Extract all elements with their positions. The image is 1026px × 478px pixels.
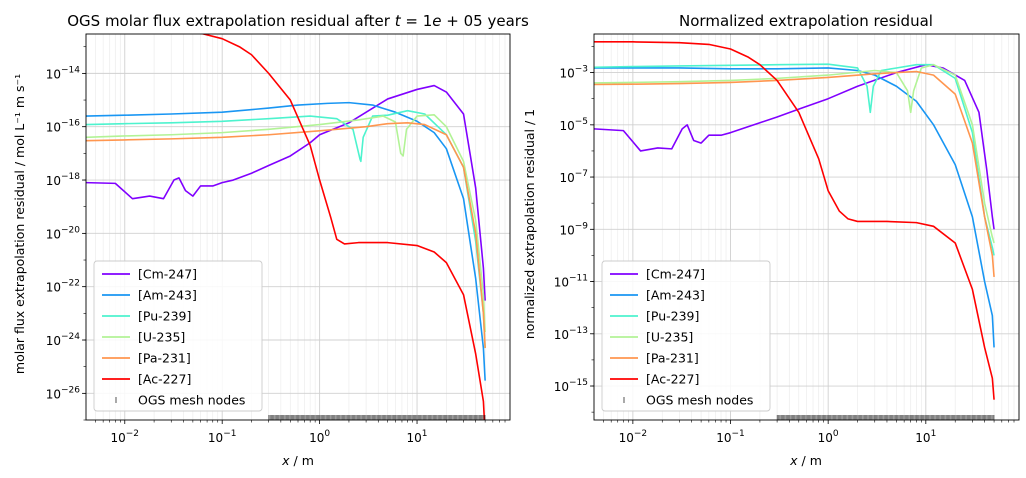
legend-label: OGS mesh nodes: [138, 393, 245, 408]
series-line-u-235: [594, 63, 995, 244]
y-tick-label: 10−15: [554, 378, 588, 394]
y-tick-label: 10−3: [559, 65, 588, 81]
legend-label: [U-235]: [646, 330, 693, 345]
legend-label: [Cm-247]: [138, 267, 197, 282]
y-tick-label: 10−22: [46, 279, 80, 295]
series-line-am-243: [594, 67, 995, 348]
legend-label: [Cm-247]: [646, 267, 705, 282]
series-line-pu-239: [594, 63, 995, 256]
legend-box: [93, 260, 263, 412]
legend-label: [Am-243]: [646, 288, 705, 303]
legend-box: [601, 260, 771, 412]
series-lines: [594, 41, 995, 400]
x-axis-label: x / m: [281, 453, 314, 468]
legend-label: [Pa-231]: [138, 351, 191, 366]
legend-label: [Ac-227]: [646, 372, 699, 387]
legend-label: [Pu-239]: [138, 309, 191, 324]
y-tick-label: 10−7: [559, 169, 588, 185]
legend-label: [Pu-239]: [646, 309, 699, 324]
legend-label: OGS mesh nodes: [646, 393, 753, 408]
series-line-pa-231: [594, 70, 995, 278]
y-tick-label: 10−13: [554, 326, 588, 342]
x-tick-label: 100: [309, 429, 330, 445]
series-line-u-235: [86, 113, 486, 333]
legend: [Cm-247] [Am-243] [Pu-239] [U-235] [Pa-231] […: [601, 260, 771, 412]
series-line-cm-247: [594, 63, 995, 230]
series-line-pa-231: [86, 122, 486, 349]
panel-normalized-residual: Normalized extrapolation residual x / m …: [522, 12, 1020, 468]
axes-frame: [85, 33, 511, 421]
series-line-ac-227: [199, 34, 486, 420]
mesh-node-markers: [776, 415, 995, 420]
y-tick-label: 10−9: [559, 221, 588, 237]
y-tick-label: 10−20: [46, 225, 81, 241]
series-line-cm-247: [86, 84, 486, 301]
x-axis-label: x / m: [789, 453, 822, 468]
x-tick-label: 10−2: [110, 429, 139, 445]
y-tick-label: 10−14: [46, 65, 81, 81]
mesh-node-markers: [268, 415, 486, 420]
x-tick-label: 100: [818, 429, 839, 445]
legend-label: [Pa-231]: [646, 351, 699, 366]
x-tick-label: 10−1: [716, 429, 745, 445]
legend-label: [Am-243]: [138, 288, 197, 303]
y-tick-label: 10−26: [46, 385, 81, 401]
legend-label: [U-235]: [138, 330, 185, 345]
y-axis-label: molar flux extrapolation residual / mol …: [12, 74, 27, 374]
y-axis-label: normalized extrapolation residual / 1: [522, 109, 537, 339]
panel-molar-flux: OGS molar flux extrapolation residual af…: [12, 12, 529, 468]
y-tick-label: 10−24: [46, 332, 81, 348]
legend-label: [Ac-227]: [138, 372, 191, 387]
legend: [Cm-247] [Am-243] [Pu-239] [U-235] [Pa-231] […: [93, 260, 263, 412]
x-tick-label: 10−2: [619, 429, 648, 445]
x-tick-label: 10−1: [208, 429, 237, 445]
series-lines: [86, 34, 486, 420]
series-line-am-243: [86, 101, 486, 381]
x-tick-label: 101: [407, 429, 428, 445]
y-tick-label: 10−18: [46, 172, 81, 188]
y-tick-label: 10−16: [46, 119, 81, 135]
x-tick-label: 101: [915, 429, 936, 445]
chart-title: OGS molar flux extrapolation residual af…: [67, 12, 529, 30]
series-line-ac-227: [594, 41, 995, 400]
y-tick-label: 10−11: [554, 274, 588, 290]
axes-frame: [593, 33, 1020, 421]
y-tick-label: 10−5: [559, 117, 588, 133]
chart-title: Normalized extrapolation residual: [679, 12, 933, 30]
